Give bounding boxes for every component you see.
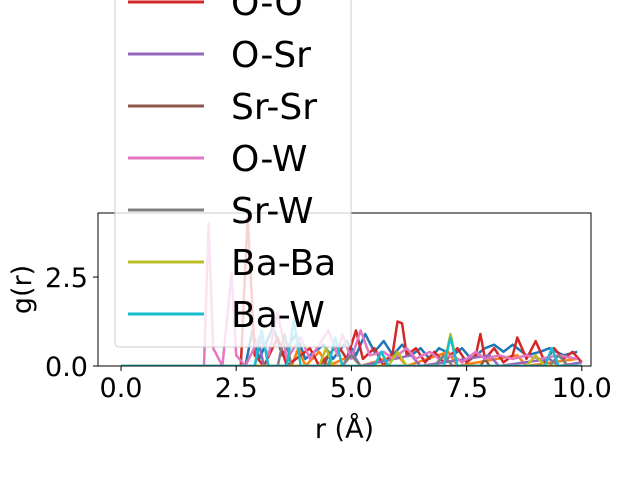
legend-label: Sr-W	[231, 191, 313, 232]
legend: O-O O-Sr Sr-Sr O-W Sr-W Ba-Ba Ba-W	[114, 0, 352, 348]
legend-label: O-Sr	[231, 35, 311, 76]
legend-label: O-W	[231, 139, 307, 180]
legend-label: Ba-Ba	[231, 243, 336, 284]
series-line-ba-ba	[121, 332, 582, 366]
legend-box	[114, 0, 352, 348]
y-tick-label: 2.5	[45, 263, 88, 294]
x-tick-label: 7.5	[445, 373, 488, 404]
y-tick-label: 0.0	[45, 352, 88, 383]
x-axis: 0.0 2.5 5.0 7.5 10.0	[100, 366, 612, 404]
y-axis: 0.0 2.5	[45, 263, 98, 383]
x-tick-label: 2.5	[215, 373, 258, 404]
x-tick-label: 5.0	[330, 373, 373, 404]
legend-label: Sr-Sr	[231, 87, 317, 128]
y-axis-label: g(r)	[7, 265, 38, 314]
series-line-o-o	[121, 215, 583, 366]
legend-label: Ba-W	[231, 295, 325, 336]
x-axis-label: r (Å)	[315, 413, 374, 445]
legend-label: O-O	[231, 0, 303, 24]
x-tick-label: 0.0	[100, 373, 143, 404]
x-tick-label: 10.0	[552, 373, 612, 404]
